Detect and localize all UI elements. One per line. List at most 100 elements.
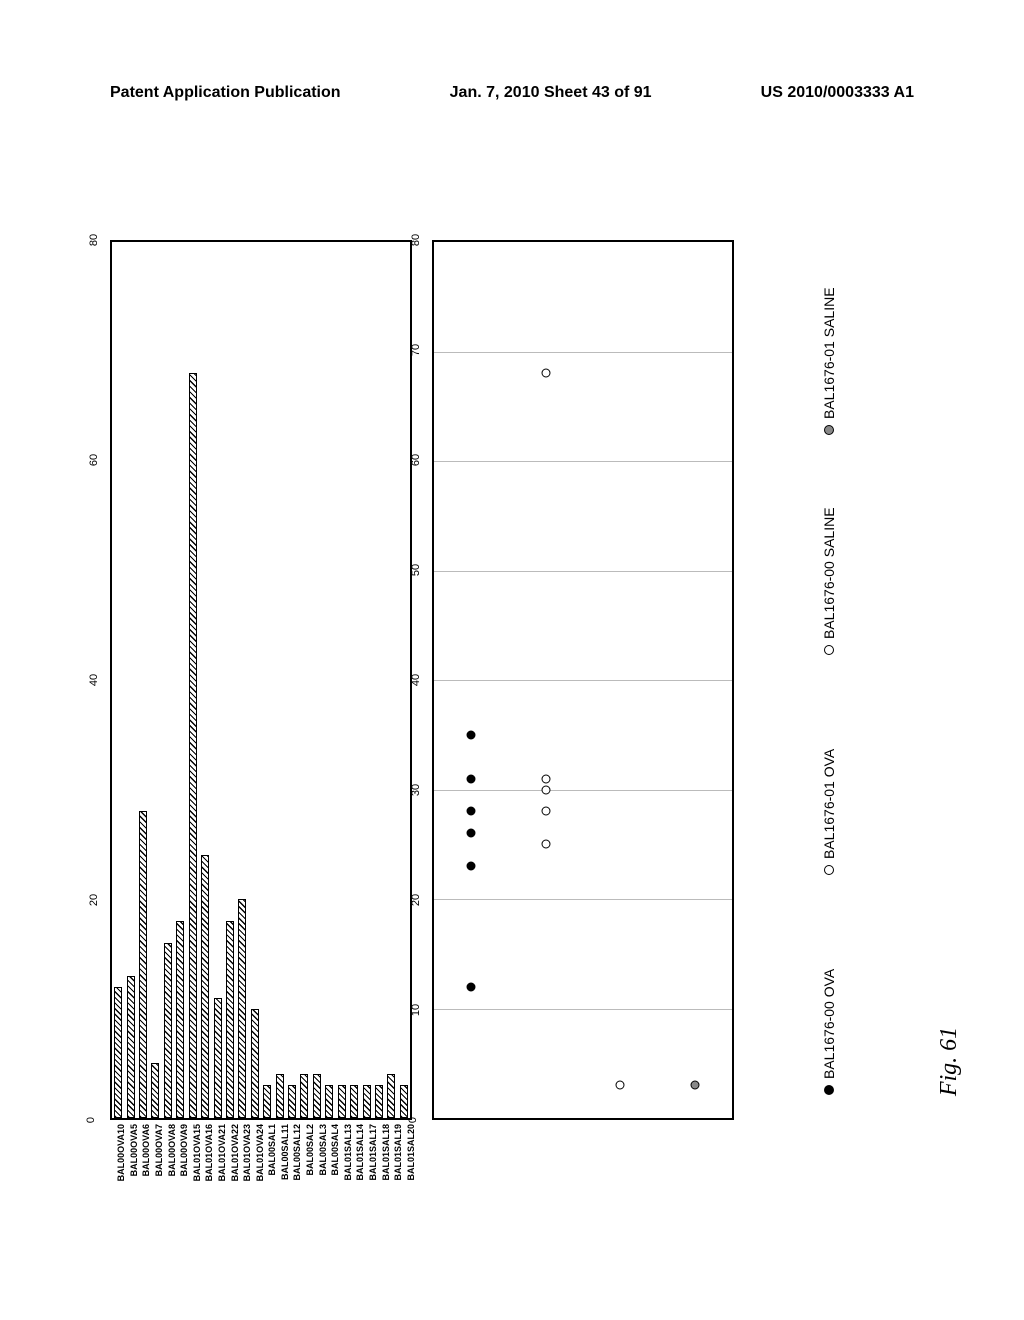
bar [338, 1085, 346, 1118]
bar [214, 998, 222, 1118]
data-point [690, 1081, 699, 1090]
legend-marker-icon [824, 865, 834, 875]
bar-category-label: BAL01OVA16 [204, 1124, 214, 1181]
bar-plot-box [110, 240, 412, 1120]
gridline [434, 790, 732, 791]
page-header: Patent Application Publication Jan. 7, 2… [110, 84, 914, 102]
bar [363, 1085, 371, 1118]
gridline [434, 680, 732, 681]
header-center: Jan. 7, 2010 Sheet 43 of 91 [450, 84, 652, 102]
axis-tick-label: 20 [88, 894, 100, 906]
bar [300, 1074, 308, 1118]
bar-category-label: BAL01OVA22 [230, 1124, 240, 1181]
bar-category-label: BAL01SAL14 [355, 1124, 365, 1181]
scatter-chart: 01020304050607080 [432, 240, 734, 1120]
gridline [434, 571, 732, 572]
bar [114, 987, 122, 1118]
charts-container: 020406080BAL00OVA10BAL00OVA5BAL00OVA6BAL… [110, 240, 734, 1120]
axis-tick-label: 50 [410, 564, 422, 576]
legend-marker-icon [824, 645, 834, 655]
bar-category-label: BAL01OVA23 [242, 1124, 252, 1181]
axis-tick-label: 0 [85, 1117, 97, 1123]
bar [251, 1009, 259, 1119]
bar-category-label: BAL00SAL3 [318, 1124, 328, 1176]
data-point [467, 774, 476, 783]
legend-item: BAL1676-01 SALINE [821, 265, 837, 435]
data-point [467, 829, 476, 838]
gridline [434, 899, 732, 900]
bar-category-label: BAL01SAL18 [381, 1124, 391, 1181]
bar-category-label: BAL00OVA7 [154, 1124, 164, 1176]
figure-area: BAL1676-00 OVA BAL1676-01 OVA BAL1676-00 S… [110, 240, 914, 1120]
bar-category-label: BAL00SAL2 [305, 1124, 315, 1176]
data-point [467, 730, 476, 739]
axis-tick-label: 80 [88, 234, 100, 246]
data-point [616, 1081, 625, 1090]
bar-category-label: BAL01OVA24 [255, 1124, 265, 1181]
bar-category-label: BAL00SAL12 [292, 1124, 302, 1181]
axis-tick-label: 40 [88, 674, 100, 686]
bar-category-label: BAL01OVA21 [217, 1124, 227, 1181]
bar-category-label: BAL01SAL13 [343, 1124, 353, 1181]
legend-marker-icon [824, 1085, 834, 1095]
axis-tick-label: 60 [410, 454, 422, 466]
legend-marker-icon [824, 425, 834, 435]
bar [313, 1074, 321, 1118]
bar-category-label: BAL01OVA15 [192, 1124, 202, 1181]
data-point [467, 862, 476, 871]
legend-label: BAL1676-01 SALINE [821, 287, 837, 419]
scatter-plot-box [432, 240, 734, 1120]
data-point [467, 807, 476, 816]
gridline [434, 1118, 732, 1119]
axis-tick-label: 0 [407, 1117, 419, 1123]
axis-tick-label: 10 [410, 1004, 422, 1016]
header-right: US 2010/0003333 A1 [761, 84, 914, 102]
data-point [541, 807, 550, 816]
gridline [434, 461, 732, 462]
bar [325, 1085, 333, 1118]
legend-item: BAL1676-00 OVA [821, 925, 837, 1095]
header-left: Patent Application Publication [110, 84, 341, 102]
bar-category-label: BAL00SAL4 [330, 1124, 340, 1176]
bar-category-label: BAL01SAL17 [368, 1124, 378, 1181]
data-point [541, 774, 550, 783]
axis-tick-label: 60 [88, 454, 100, 466]
axis-tick-label: 40 [410, 674, 422, 686]
gridline [434, 1009, 732, 1010]
data-point [541, 369, 550, 378]
figure-label: Fig. 61 [936, 1027, 963, 1096]
bar-category-label: BAL00OVA9 [179, 1124, 189, 1176]
axis-tick-label: 80 [410, 234, 422, 246]
bar [400, 1085, 408, 1118]
bar [276, 1074, 284, 1118]
bar [189, 373, 197, 1118]
bar [226, 921, 234, 1118]
bar [176, 921, 184, 1118]
bar [127, 976, 135, 1118]
data-point [467, 982, 476, 991]
legend: BAL1676-00 OVA BAL1676-01 OVA BAL1676-00 S… [744, 240, 914, 1120]
legend-item: BAL1676-00 SALINE [821, 485, 837, 655]
bar-category-label: BAL00OVA6 [141, 1124, 151, 1176]
data-point [541, 840, 550, 849]
axis-tick-label: 20 [410, 894, 422, 906]
bar [288, 1085, 296, 1118]
bar-category-label: BAL01SAL19 [393, 1124, 403, 1181]
legend-label: BAL1676-00 OVA [821, 969, 837, 1079]
bar [263, 1085, 271, 1118]
bar-category-label: BAL00OVA10 [116, 1124, 126, 1181]
bar-category-label: BAL00SAL11 [280, 1124, 290, 1180]
gridline [434, 352, 732, 353]
axis-tick-label: 70 [410, 344, 422, 356]
axis-tick-label: 30 [410, 784, 422, 796]
bar [139, 811, 147, 1118]
legend-item: BAL1676-01 OVA [821, 705, 837, 875]
bar [151, 1063, 159, 1118]
bar [350, 1085, 358, 1118]
bar [201, 855, 209, 1118]
bar [238, 899, 246, 1118]
legend-label: BAL1676-01 OVA [821, 749, 837, 859]
bar-chart: 020406080BAL00OVA10BAL00OVA5BAL00OVA6BAL… [110, 240, 412, 1120]
bar [387, 1074, 395, 1118]
bar-category-label: BAL00OVA8 [167, 1124, 177, 1176]
